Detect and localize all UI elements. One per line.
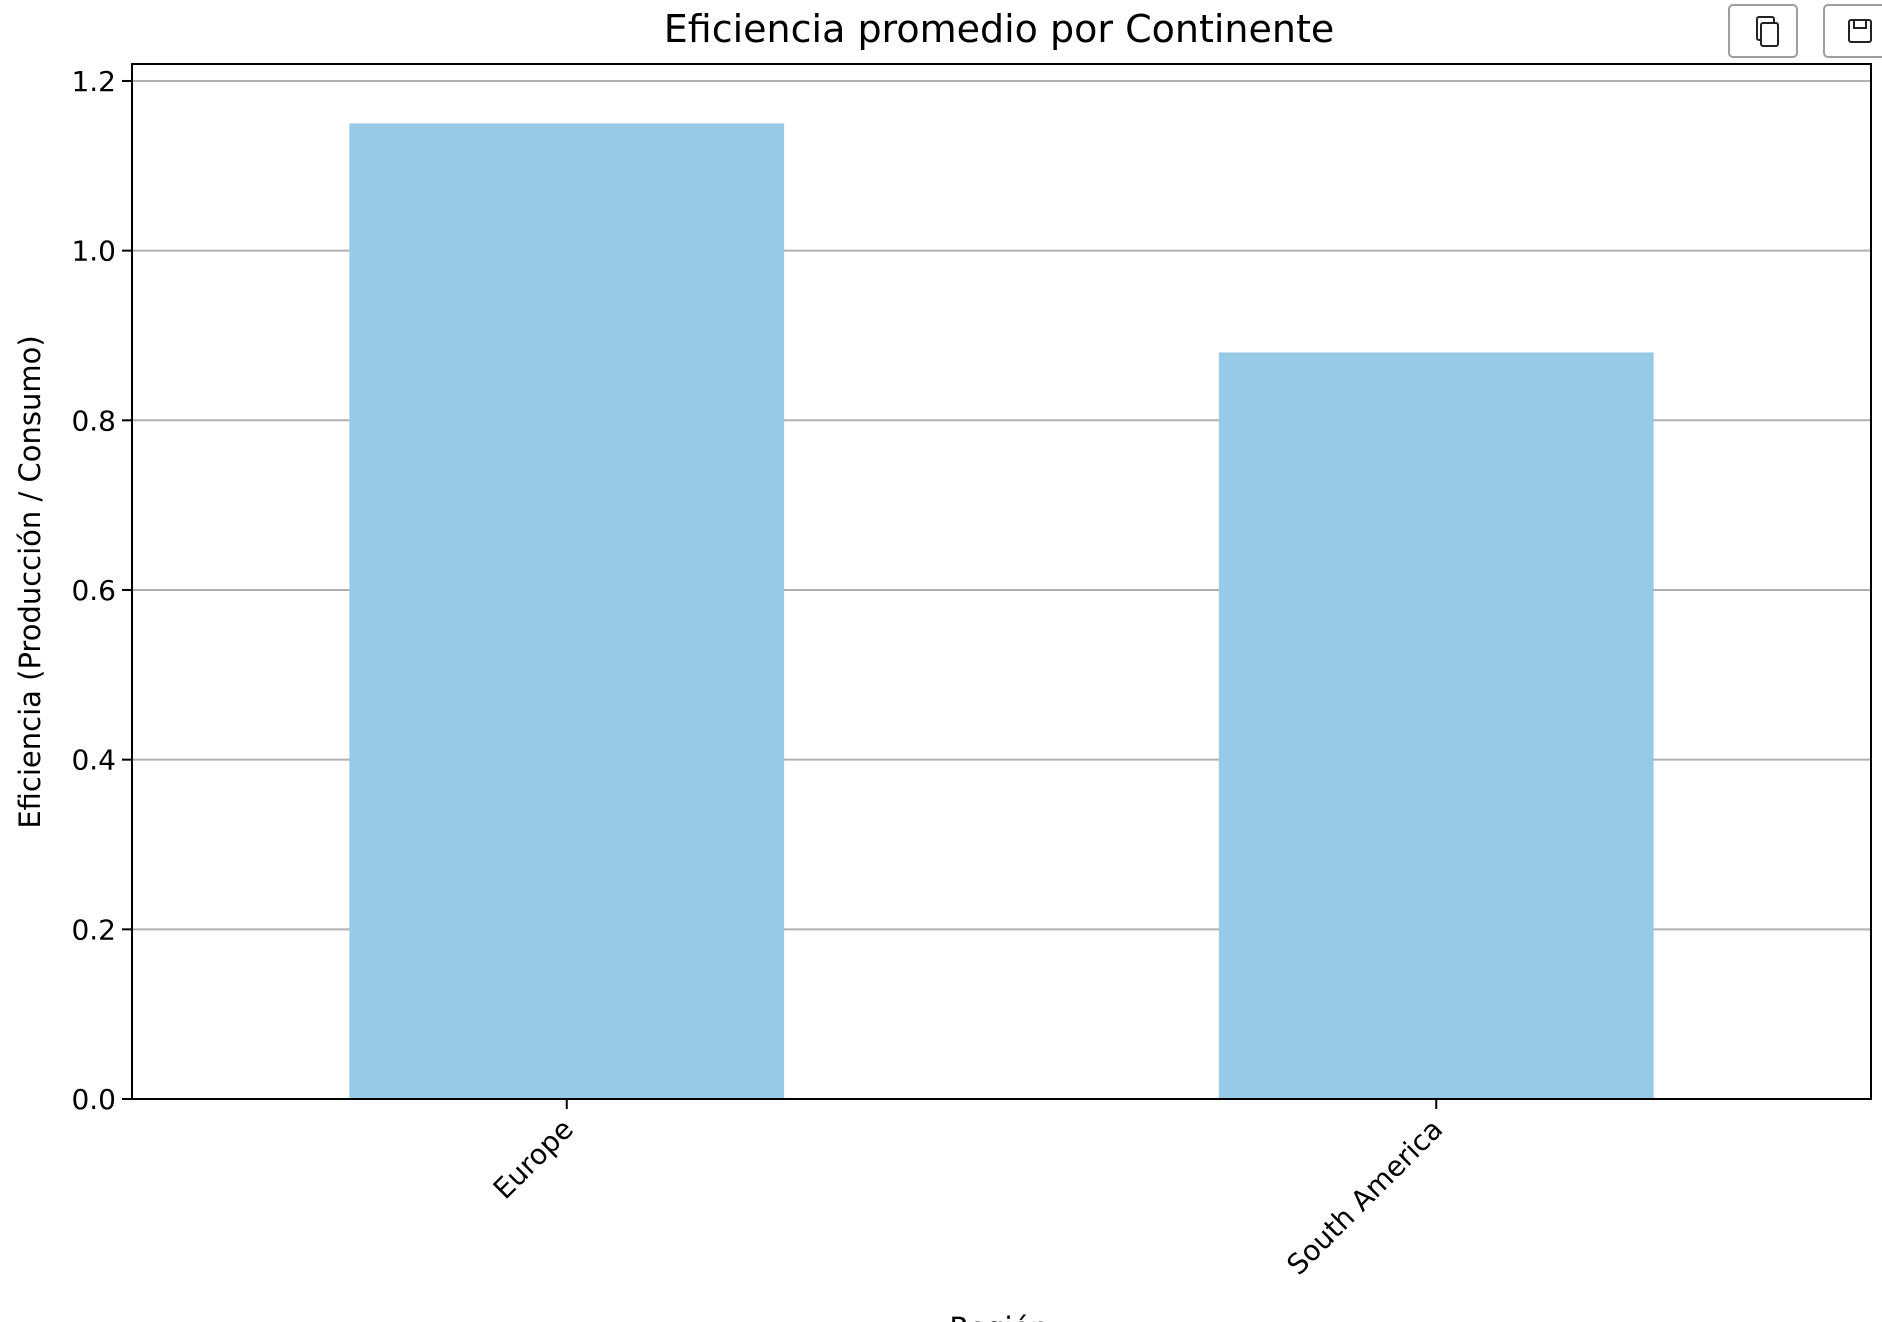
y-tick-label: 0.0 bbox=[71, 1083, 116, 1116]
copy-button[interactable] bbox=[1728, 4, 1798, 58]
y-axis-ticks: 0.0 0.2 0.4 0.6 0.8 1.0 1.2 bbox=[71, 65, 132, 1116]
bar-europe bbox=[349, 123, 785, 1099]
copy-icon bbox=[1756, 16, 1779, 47]
plot-area-frame bbox=[131, 63, 1872, 1100]
y-tick-label: 0.8 bbox=[71, 404, 116, 437]
save-icon bbox=[1848, 19, 1872, 43]
save-button[interactable] bbox=[1823, 4, 1882, 58]
x-tick-label: Europe bbox=[487, 1113, 580, 1206]
y-axis-label: Eficiencia (Producción / Consumo) bbox=[13, 335, 47, 828]
x-tick-label: South America bbox=[1280, 1113, 1449, 1282]
y-tick-label: 0.4 bbox=[71, 744, 116, 777]
y-tick-label: 1.0 bbox=[71, 235, 116, 268]
chart-title: Eficiencia promedio por Continente bbox=[664, 7, 1334, 51]
bars bbox=[349, 123, 1654, 1099]
y-tick-label: 1.2 bbox=[71, 65, 116, 98]
bar-south-america bbox=[1218, 352, 1654, 1099]
x-axis-ticks: Europe South America bbox=[487, 1099, 1449, 1281]
x-axis-label: Región bbox=[949, 1311, 1048, 1322]
y-tick-label: 0.6 bbox=[71, 574, 116, 607]
y-tick-label: 0.2 bbox=[71, 913, 116, 946]
